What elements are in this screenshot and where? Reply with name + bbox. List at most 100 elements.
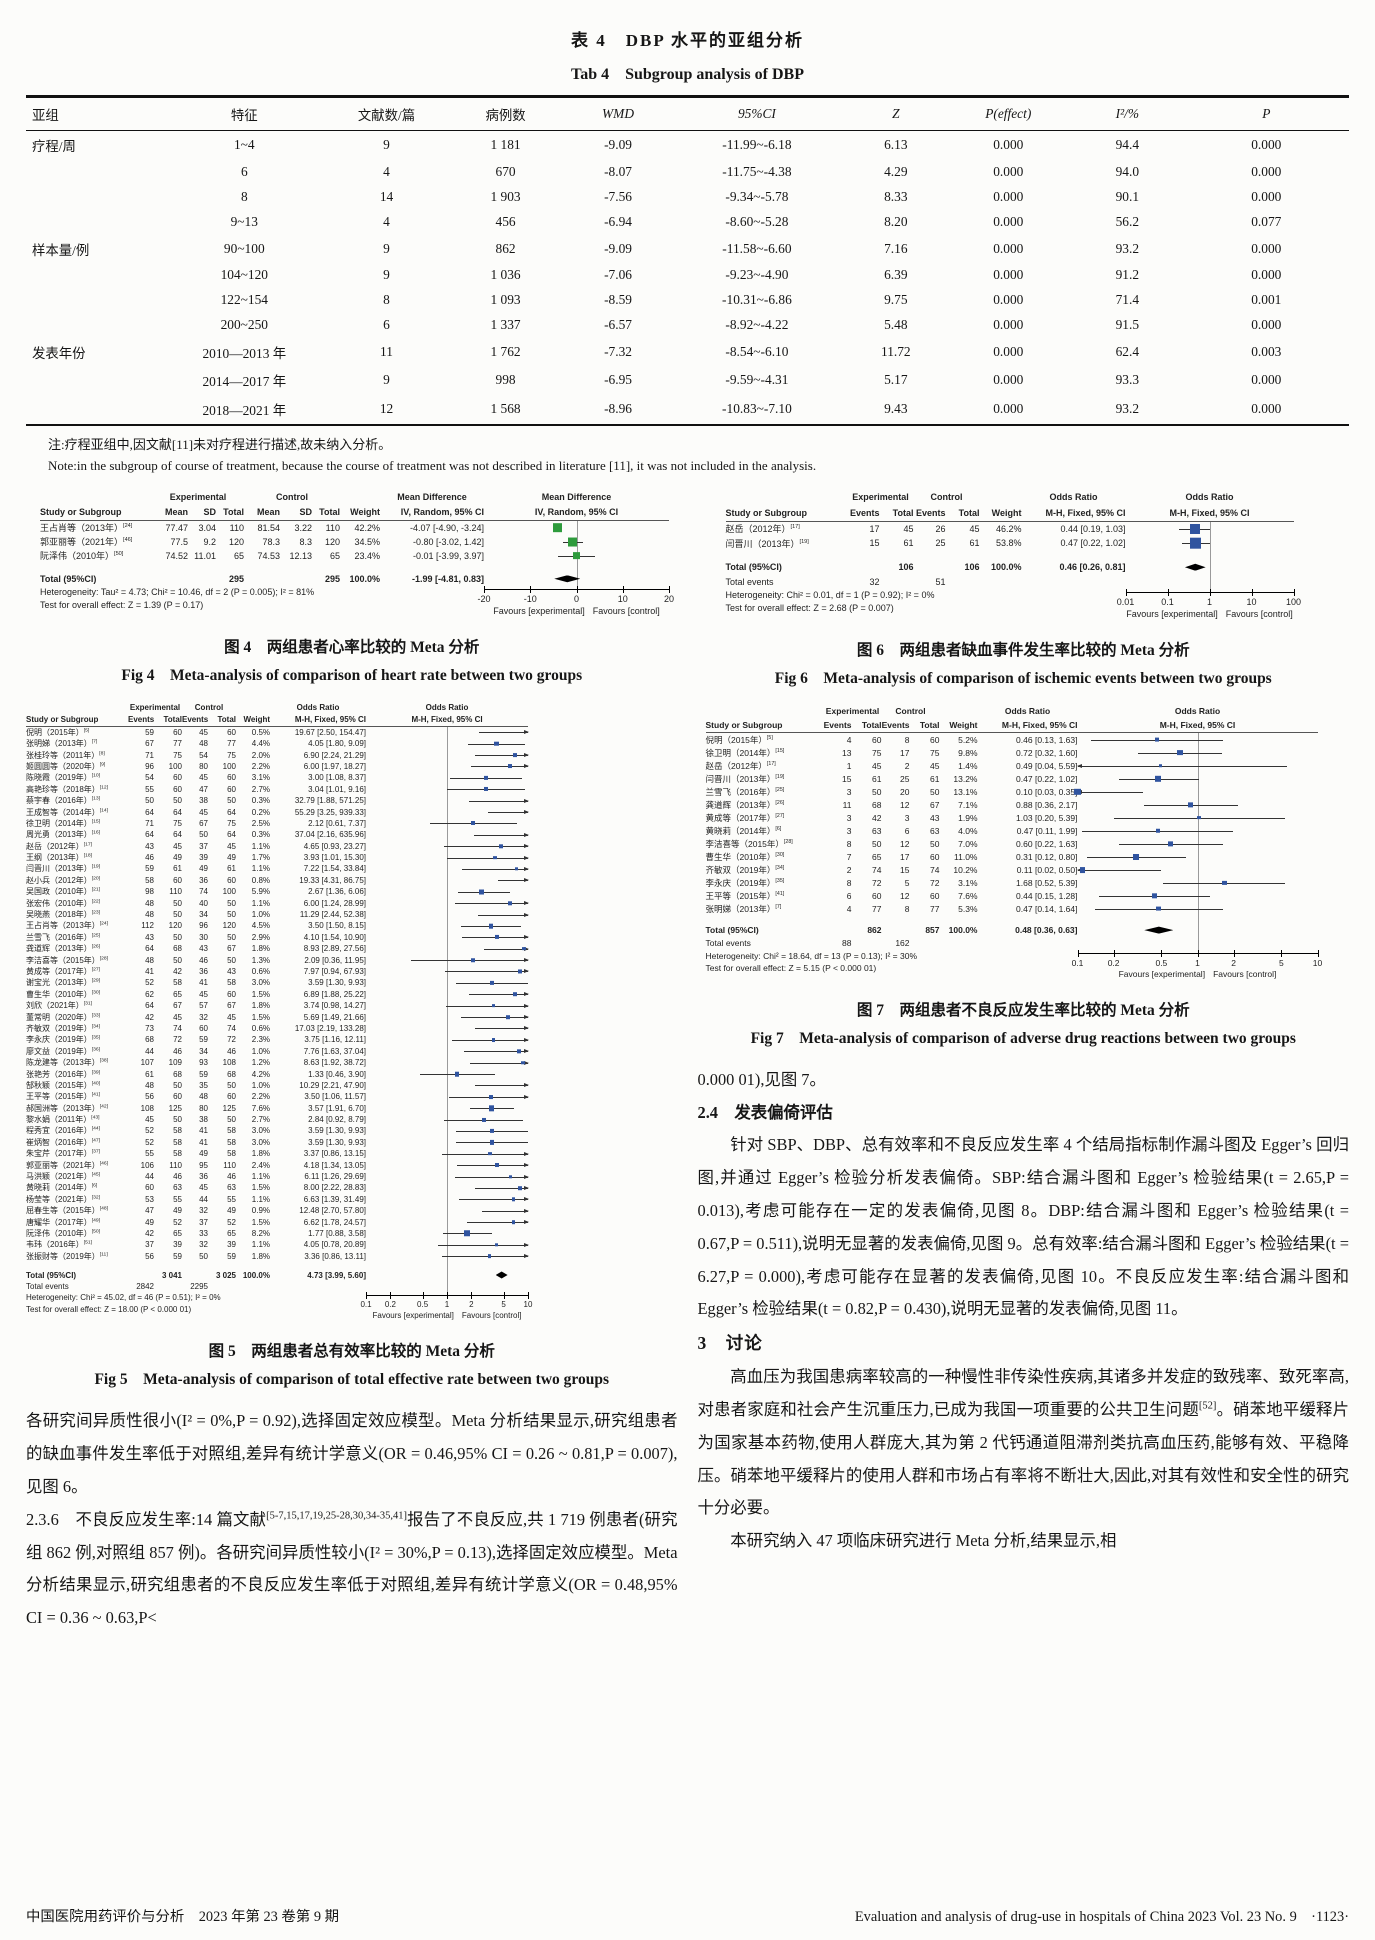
effect-marker xyxy=(1155,828,1161,833)
study-value: 75 xyxy=(173,818,182,828)
null-effect-line xyxy=(447,908,448,921)
table-cell: 0.003 xyxy=(1251,343,1282,359)
ci-arrow xyxy=(524,1197,529,1202)
axis-tick-label: 0.2 xyxy=(1107,957,1120,968)
study-value: 50 xyxy=(173,932,182,942)
study-value: 36 xyxy=(199,875,208,885)
forest-row: Total (95%CI) 295 295 100.0% -1.99 [-4.81, 0… xyxy=(40,571,669,586)
fig4-caption-en: Fig 4 Meta-analysis of comparison of hea… xyxy=(121,666,583,684)
forest-plot-area xyxy=(1078,772,1318,786)
total-events-value: 51 xyxy=(935,576,946,587)
ci-text: 0.47 [0.22, 1.02] xyxy=(1060,538,1126,549)
study-value: 3.0% xyxy=(251,1126,270,1136)
study-reference: [34] xyxy=(91,1024,101,1030)
study-value: 50 xyxy=(199,1251,208,1261)
study-reference: [10] xyxy=(91,773,101,779)
study-reference: [26] xyxy=(775,799,785,806)
forest-row: 吴晓燕（2018年）[23] 48 50 34 50 1.0% 11.29 [2.44, 5… xyxy=(26,908,529,921)
ci-text: 3.36 [0.86, 13.11] xyxy=(304,1251,366,1261)
ci-text: 2.09 [0.36, 11.95] xyxy=(304,955,366,965)
table-row: 发表年份 2010—2013 年 11 1 762 -7.32 -8.54~-6.10 11… xyxy=(26,337,1349,366)
study-value: 67 xyxy=(173,1001,182,1011)
effect-marker xyxy=(514,867,519,871)
effect-marker xyxy=(552,522,563,533)
data-column-header: Total xyxy=(163,714,182,724)
forest-plot-area xyxy=(366,1136,528,1149)
total-value: 295 xyxy=(228,573,244,584)
column-header: WMD xyxy=(568,96,668,131)
study-value: 64 xyxy=(145,830,154,840)
heterogeneity-text: Heterogeneity: Chi² = 45.02, df = 46 (P … xyxy=(26,1293,221,1303)
study-value: 58 xyxy=(173,978,182,988)
ci-arrow xyxy=(524,810,529,815)
study-value: 60 xyxy=(199,1023,208,1033)
study-reference: [25] xyxy=(91,933,101,939)
study-value: 112 xyxy=(141,921,154,931)
forest-plot-area xyxy=(366,1113,528,1126)
study-value: 56 xyxy=(145,1092,154,1102)
fig4-caption: 图 4 两组患者心率比较的 Meta 分析 Fig 4 Meta-analysi… xyxy=(26,635,678,689)
forest-row: Heterogeneity: Chi² = 18.64, df = 13 (P … xyxy=(706,949,1322,989)
study-value: 1.1% xyxy=(251,898,270,908)
forest-row: 马洪颖（2021年）[45] 44 46 36 46 1.1% 6.11 [1.26, 29… xyxy=(26,1170,529,1183)
study-value: 48 xyxy=(145,1080,154,1090)
table-cell: -11.58~-6.60 xyxy=(722,240,792,256)
table-cell: 6 xyxy=(240,164,248,180)
effect-marker xyxy=(508,764,512,769)
ci-arrow xyxy=(524,1254,529,1259)
ci-line xyxy=(458,1199,528,1201)
table-cell xyxy=(26,209,158,234)
study-value: 46 xyxy=(173,1046,182,1056)
forest-row: Study or Subgroup Events Total Events Total W… xyxy=(725,505,1294,522)
null-effect-line xyxy=(1209,574,1211,590)
study-value: 46.2% xyxy=(995,523,1022,534)
ci-arrow xyxy=(524,832,529,837)
study-value: 1.1% xyxy=(251,1240,270,1250)
study-reference: [19] xyxy=(775,773,785,780)
study-value: 60 xyxy=(227,989,236,999)
ci-line xyxy=(470,766,528,768)
axis-tick xyxy=(1293,589,1295,597)
study-reference: [20] xyxy=(91,876,101,882)
study-value: 6 xyxy=(846,890,852,901)
ci-arrow xyxy=(524,764,529,769)
forest-row: 姬圆圆等（2020年）[9] 96 100 80 100 2.2% 6.00 [1.97, … xyxy=(26,760,529,773)
table-cell: 94.4 xyxy=(1115,137,1140,153)
table-cell xyxy=(26,312,158,337)
section-236-body: 报告了不良反应,共 1 719 例患者(研究组 862 例,对照组 857 例)… xyxy=(26,1509,678,1628)
study-name: 赵小兵（2012年）[20] xyxy=(26,875,101,885)
ci-text: 0.46 [0.13, 1.63] xyxy=(1016,734,1078,745)
forest-row: 程秀宜（2016年）[44] 52 58 41 58 3.0% 3.59 [1.30, 9.… xyxy=(26,1125,528,1137)
axis-tick xyxy=(1077,949,1079,957)
study-reference: [9] xyxy=(99,762,106,768)
fig4-caption-zh: 图 4 两组患者心率比较的 Meta 分析 xyxy=(224,638,480,656)
study-name: 姬圆圆等（2020年）[9] xyxy=(26,761,106,771)
study-value: 78.3 xyxy=(262,536,280,547)
study-value: 1.3% xyxy=(251,955,270,965)
study-column-header: Study or Subgroup xyxy=(40,507,122,518)
study-value: 49 xyxy=(199,864,208,874)
study-value: 2.2% xyxy=(251,1092,270,1102)
study-reference: [39] xyxy=(91,1069,101,1075)
study-value: 11 xyxy=(842,799,852,810)
effect-marker xyxy=(572,551,581,560)
study-value: 55 xyxy=(145,1149,154,1159)
study-reference: [16] xyxy=(91,830,101,836)
overall-effect-text: Test for overall effect: Z = 18.00 (P < … xyxy=(26,1304,192,1314)
effect-marker xyxy=(522,946,526,951)
table-cell: 9 xyxy=(383,137,390,153)
effect-marker xyxy=(518,1186,522,1190)
fig4-forest-plot: Experimental Control Mean Difference Mean D… xyxy=(40,490,674,626)
forest-plot-area xyxy=(1078,811,1318,825)
study-name: 王占肖等（2013年）[24] xyxy=(26,921,109,931)
study-value: 45 xyxy=(199,807,208,817)
table-cell: 0.000 xyxy=(1251,372,1282,388)
study-value: 45 xyxy=(227,1012,236,1022)
total-events-label: Total events xyxy=(725,576,774,587)
heterogeneity-text: Heterogeneity: Chi² = 0.01, df = 1 (P = … xyxy=(725,590,935,601)
ci-line xyxy=(449,1096,528,1098)
study-value: 43 xyxy=(930,812,940,823)
method-header: M-H, Fixed, 95% CI xyxy=(1001,720,1078,731)
forest-row: 陈龙建等（2013年）[38] 107 109 93 108 1.2% 8.63 [1.92… xyxy=(26,1056,529,1069)
table-row: 104~120 9 1 036 -7.06 -9.23~-4.90 6.39 0.000 91… xyxy=(26,263,1349,288)
